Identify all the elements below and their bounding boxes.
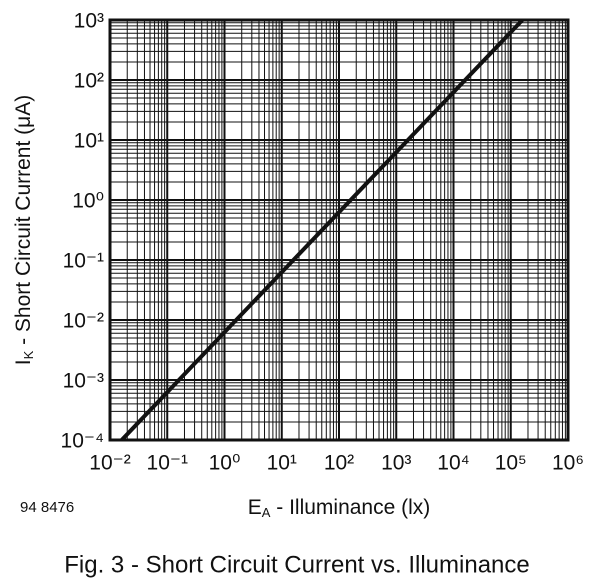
y-axis-label: IK - Short Circuit Current (μA) [12,95,37,366]
y-tick-label: 10¹ [74,130,104,153]
y-tick-label: 10⁻¹ [63,250,104,273]
x-tick-label: 10² [324,452,354,475]
caption: Fig. 3 - Short Circuit Current vs. Illum… [64,551,529,578]
y-label-subscript: K [21,350,36,359]
x-tick-label: 10⁻² [89,452,130,475]
x-label-text: - Illuminance (lx) [270,496,430,519]
x-label-subscript: A [262,505,271,520]
x-tick-label: 10⁶ [552,452,584,475]
x-tick-label: 10⁵ [495,452,527,475]
y-label-text: - Short Circuit Current (μA) [12,95,35,351]
y-tick-label: 10³ [74,10,104,33]
x-tick-label: 10³ [381,452,411,475]
figure-id: 94 8476 [20,499,74,516]
x-label-symbol: E [248,496,262,519]
x-tick-label: 10⁰ [209,452,241,475]
y-tick-label: 10⁻³ [63,370,104,393]
x-tick-label: 10⁻¹ [147,452,188,475]
y-tick-label: 10⁻² [63,310,104,333]
y-tick-label: 10² [74,70,104,93]
y-label-symbol: I [12,359,35,365]
y-tick-label: 10⁰ [72,190,104,213]
y-tick-label: 10⁻⁴ [61,430,104,453]
x-tick-label: 10¹ [267,452,297,475]
x-axis-label: EA - Illuminance (lx) [248,496,431,521]
line-series [120,18,524,442]
x-tick-label: 10⁴ [437,452,469,475]
plot-frame [108,18,570,442]
